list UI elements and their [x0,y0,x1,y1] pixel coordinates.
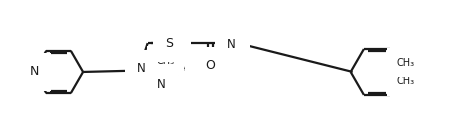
Text: CH₃: CH₃ [157,56,174,66]
Text: N: N [30,66,39,78]
Text: CH₃: CH₃ [397,58,415,68]
Text: N: N [137,62,145,75]
Text: N: N [227,38,235,51]
Text: O: O [205,59,215,72]
Text: N: N [157,78,166,91]
Text: CH₃: CH₃ [397,76,415,86]
Text: H: H [232,35,240,45]
Text: S: S [165,37,173,50]
Text: N: N [170,38,179,51]
